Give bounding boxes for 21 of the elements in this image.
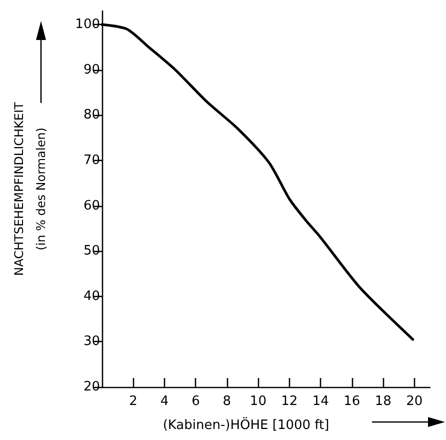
y-tick-label: 50 bbox=[83, 244, 100, 259]
y-tick-label: 90 bbox=[83, 62, 100, 78]
x-tick-label: 6 bbox=[192, 394, 200, 409]
x-tick-label: 18 bbox=[374, 394, 392, 409]
y-tick-label: 70 bbox=[83, 152, 100, 168]
x-tick-label: 8 bbox=[222, 394, 232, 409]
y-axis-title: NACHTSEHEMPFINDLICHKEIT (in % des Normalen) bbox=[12, 101, 48, 276]
y-tick-label: 60 bbox=[83, 198, 100, 214]
x-tick-label: 12 bbox=[281, 394, 298, 409]
y-tick-label: 100 bbox=[75, 17, 100, 32]
x-tick-label: 20 bbox=[406, 394, 423, 409]
x-tick-label: 10 bbox=[250, 394, 266, 409]
x-tick-label: 2 bbox=[129, 394, 138, 409]
x-tick-label: 14 bbox=[312, 394, 329, 409]
x-tick-label: 4 bbox=[160, 394, 169, 409]
y-tick-label: 20 bbox=[83, 380, 100, 394]
y-tick-label: 80 bbox=[83, 108, 100, 123]
x-tick-label: 16 bbox=[344, 394, 360, 409]
y-tick-label: 30 bbox=[83, 334, 100, 350]
x-axis-title: (Kabinen-)HÖHE [1000 ft] bbox=[162, 417, 330, 433]
y-tick-label: 40 bbox=[83, 288, 100, 304]
